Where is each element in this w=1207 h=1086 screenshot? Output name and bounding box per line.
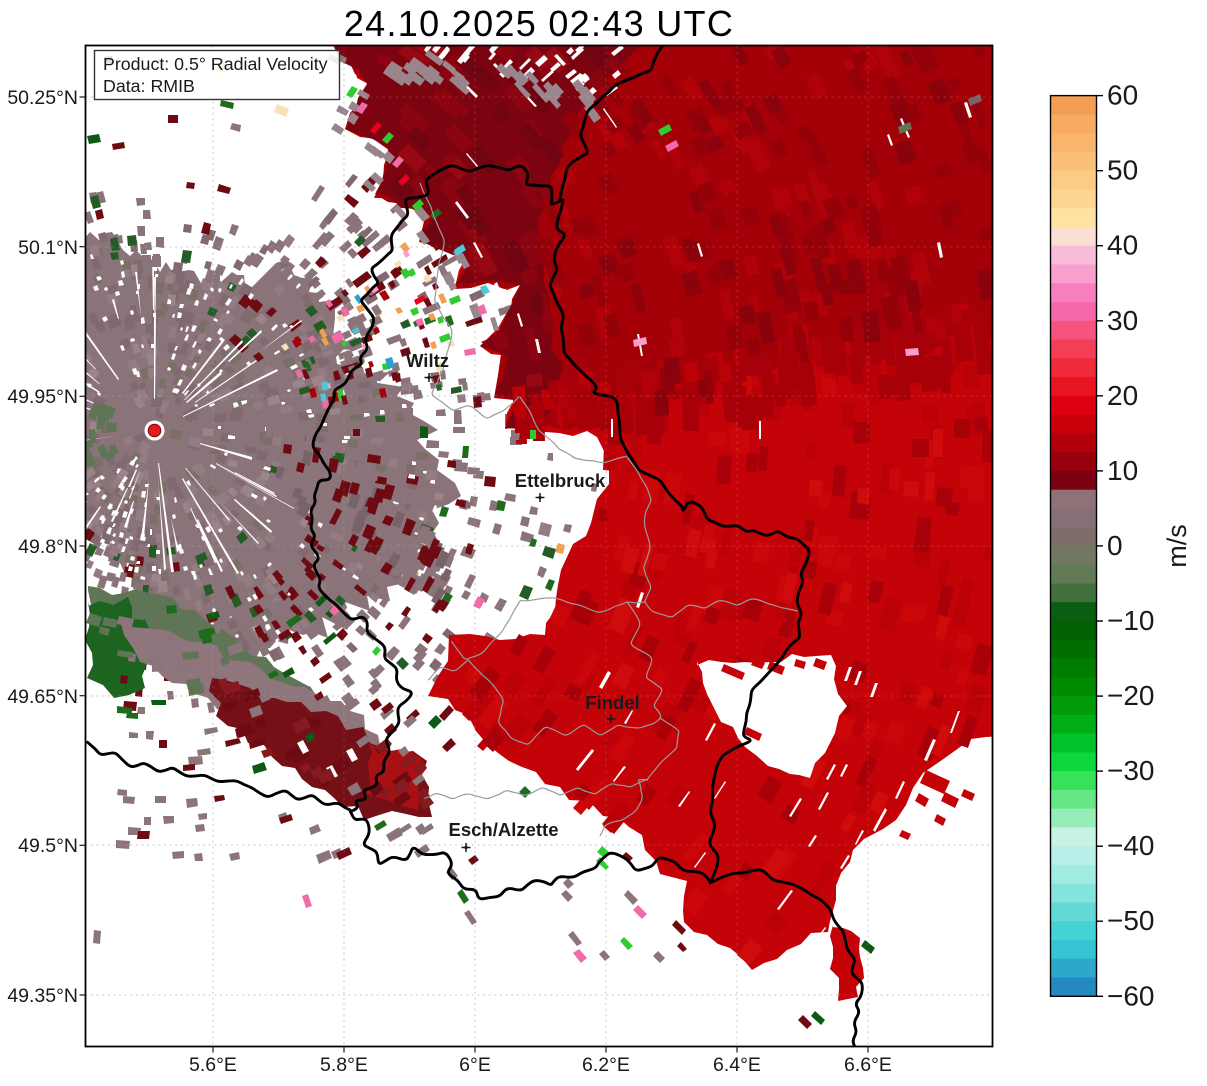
svg-text:30: 30	[1107, 305, 1138, 336]
svg-text:50.1°N: 50.1°N	[18, 237, 78, 259]
svg-text:49.5°N: 49.5°N	[18, 835, 78, 857]
svg-text:−60: −60	[1107, 980, 1155, 1011]
svg-text:24.10.2025 02:43 UTC: 24.10.2025 02:43 UTC	[344, 3, 734, 44]
svg-text:49.8°N: 49.8°N	[18, 536, 78, 558]
svg-text:Esch/Alzette: Esch/Alzette	[448, 819, 558, 840]
svg-text:60: 60	[1107, 80, 1138, 111]
svg-text:6.4°E: 6.4°E	[713, 1054, 761, 1076]
svg-text:−40: −40	[1107, 830, 1155, 861]
svg-text:40: 40	[1107, 230, 1138, 261]
svg-text:Ettelbruck: Ettelbruck	[515, 470, 606, 491]
svg-text:50.25°N: 50.25°N	[7, 87, 78, 109]
svg-text:6°E: 6°E	[459, 1054, 491, 1076]
svg-text:−10: −10	[1107, 605, 1155, 636]
svg-text:Data: RMIB: Data: RMIB	[103, 76, 195, 96]
svg-text:5.8°E: 5.8°E	[320, 1054, 368, 1076]
svg-text:49.35°N: 49.35°N	[7, 985, 78, 1007]
svg-text:−30: −30	[1107, 755, 1155, 786]
svg-text:49.65°N: 49.65°N	[7, 686, 78, 708]
svg-text:Product: 0.5° Radial Velocity: Product: 0.5° Radial Velocity	[103, 54, 328, 74]
svg-text:20: 20	[1107, 380, 1138, 411]
svg-text:10: 10	[1107, 455, 1138, 486]
svg-text:−50: −50	[1107, 905, 1155, 936]
svg-text:Wiltz: Wiltz	[406, 350, 449, 371]
svg-text:5.6°E: 5.6°E	[189, 1054, 237, 1076]
svg-text:m/s: m/s	[1162, 524, 1192, 568]
svg-text:49.95°N: 49.95°N	[7, 386, 78, 408]
svg-text:0: 0	[1107, 530, 1123, 561]
svg-text:50: 50	[1107, 155, 1138, 186]
svg-text:6.2°E: 6.2°E	[582, 1054, 630, 1076]
svg-text:−20: −20	[1107, 680, 1155, 711]
svg-text:6.6°E: 6.6°E	[844, 1054, 892, 1076]
svg-text:Findel: Findel	[585, 692, 639, 713]
